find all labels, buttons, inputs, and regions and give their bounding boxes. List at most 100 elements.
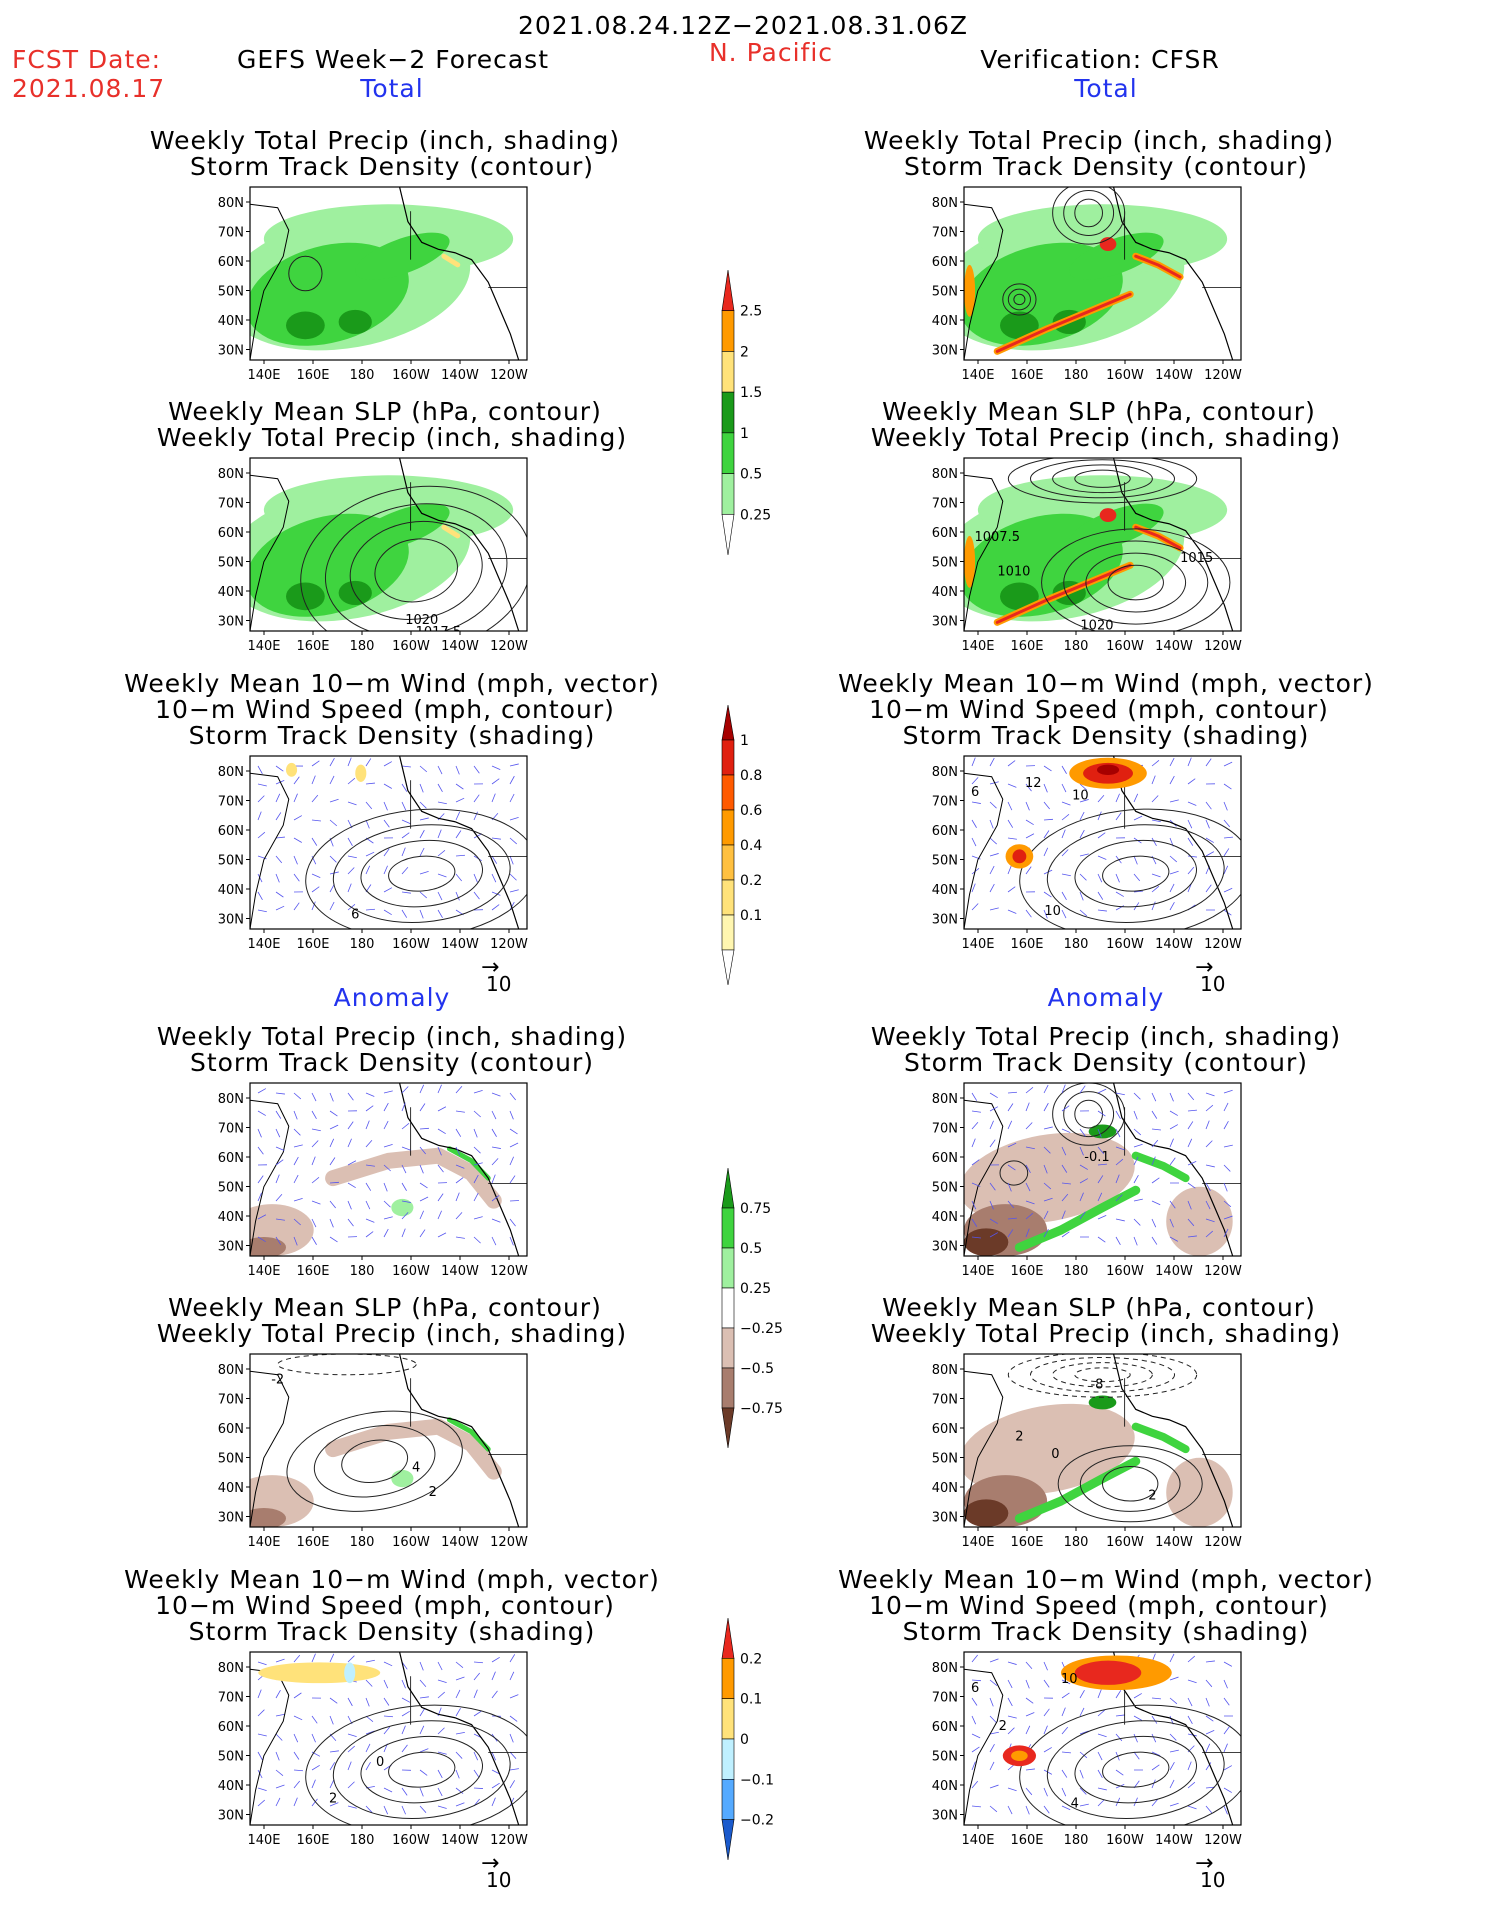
wind-vector: [1205, 884, 1212, 893]
wind-vector: [1097, 873, 1103, 883]
wind-vector: [419, 1164, 424, 1174]
wind-vector: [989, 1658, 999, 1663]
wind-vector: [1115, 891, 1124, 897]
wind-vector: [257, 1236, 266, 1243]
colorbar-label: 0.75: [740, 1201, 771, 1217]
colorbar-label: 0.25: [740, 1281, 771, 1297]
wind-vector: [491, 873, 497, 883]
wind-vector: [1187, 819, 1193, 829]
wind-vector: [509, 1751, 517, 1759]
lat-label: 60N: [218, 526, 244, 541]
wind-vector: [401, 1697, 411, 1703]
map-frame: [249, 1082, 528, 1257]
wind-vector: [401, 891, 411, 894]
wind-vector: [419, 1787, 424, 1797]
wind-vector: [1007, 837, 1017, 840]
wind-vector: [293, 815, 303, 821]
lon-label: 180: [1064, 1833, 1089, 1848]
coastline: [1112, 1354, 1234, 1527]
wind-vector: [971, 1200, 977, 1210]
wind-vector: [437, 1164, 444, 1173]
wind-vector: [1025, 866, 1032, 875]
wind-vector: [401, 909, 408, 918]
lon-label: 180: [1064, 937, 1089, 952]
wind-vector: [401, 801, 407, 811]
wind-vector: [419, 1769, 428, 1776]
wind-vector: [1187, 1200, 1192, 1210]
wind-vector: [1169, 1802, 1179, 1807]
lat-label: 70N: [218, 1122, 244, 1137]
wind-vector: [419, 891, 427, 899]
wind-vector: [347, 1092, 354, 1101]
wind-vector: [257, 1128, 262, 1138]
wind-vector: [1115, 1128, 1121, 1138]
wind-vector: [293, 776, 300, 785]
wind-vector: [275, 891, 284, 898]
wind-vector: [473, 1689, 478, 1699]
wind-vector: [275, 812, 282, 821]
contour-line: [313, 1425, 436, 1498]
wind-vector: [1133, 1236, 1138, 1246]
panel-title-line: Storm Track Density (shading): [902, 1617, 1310, 1646]
wind-vector: [383, 1715, 394, 1718]
wind-vector: [329, 798, 339, 803]
wind-vector: [383, 1090, 393, 1094]
shade-band: [1131, 1151, 1190, 1183]
contour-label: 10: [1072, 788, 1089, 803]
lat-label: 40N: [218, 883, 244, 898]
lat-label: 60N: [218, 824, 244, 839]
wind-vector: [1061, 873, 1071, 877]
wind-vector: [1079, 829, 1085, 839]
panel-title-line: Weekly Mean 10−m Wind (mph, vector): [124, 1565, 660, 1594]
wind-vector: [1187, 1697, 1193, 1707]
lat-label: 30N: [218, 1809, 244, 1824]
wind-vector: [971, 1218, 978, 1227]
colorbar-swatch: [721, 1407, 735, 1449]
lat-label: 40N: [218, 1779, 244, 1794]
wind-vector: [1223, 1102, 1229, 1112]
wind-vector: [275, 1193, 283, 1202]
wind-vector: [1025, 833, 1035, 839]
wind-vector: [1025, 1122, 1033, 1130]
panel-title-line: Weekly Mean 10−m Wind (mph, vector): [124, 669, 660, 698]
wind-vector: [419, 1182, 428, 1189]
wind-vector: [1007, 801, 1013, 811]
wind-vector: [1133, 1218, 1141, 1226]
wind-vector: [293, 1654, 301, 1663]
wind-vector: [1187, 837, 1194, 846]
wind-vector: [1223, 1120, 1229, 1130]
coastline: [398, 1083, 520, 1256]
contour-line: [1019, 808, 1241, 929]
wind-vector: [989, 1679, 998, 1686]
colorbar-swatch: [721, 1287, 735, 1329]
wind-vector: [1025, 1200, 1035, 1205]
wind-vector: [1025, 1787, 1033, 1796]
wind-vector: [257, 765, 263, 775]
wind-vector: [971, 1679, 982, 1682]
colorbar-swatch: [721, 949, 735, 986]
wind-vector: [1097, 1128, 1102, 1138]
panel-title-line: Weekly Total Precip (inch, shading): [870, 423, 1342, 452]
wind-vector: [1223, 1182, 1228, 1192]
wind-vector: [1097, 1110, 1106, 1117]
wind-vector: [383, 909, 392, 916]
shade-blob: [286, 582, 325, 611]
wind-vector: [311, 886, 320, 893]
wind-vector: [275, 855, 283, 864]
map-frame: [249, 755, 528, 930]
wind-vector: [455, 830, 462, 839]
lat-label: 40N: [218, 1481, 244, 1496]
wind-vector: [311, 775, 316, 785]
panel-title-line: Weekly Total Precip (inch, shading): [156, 1319, 628, 1348]
contour-label: -8: [1090, 1378, 1103, 1393]
wind-vector: [1097, 1214, 1107, 1220]
wind-vector: [1169, 855, 1178, 863]
panel-title-line: Storm Track Density (shading): [188, 721, 596, 750]
panel-title-line: Weekly Total Precip (inch, shading): [870, 1319, 1342, 1348]
wind-vector: [1151, 837, 1157, 846]
wind-vector: [1043, 1679, 1050, 1688]
wind-vector: [347, 1733, 357, 1738]
wind-vector: [989, 1182, 996, 1191]
